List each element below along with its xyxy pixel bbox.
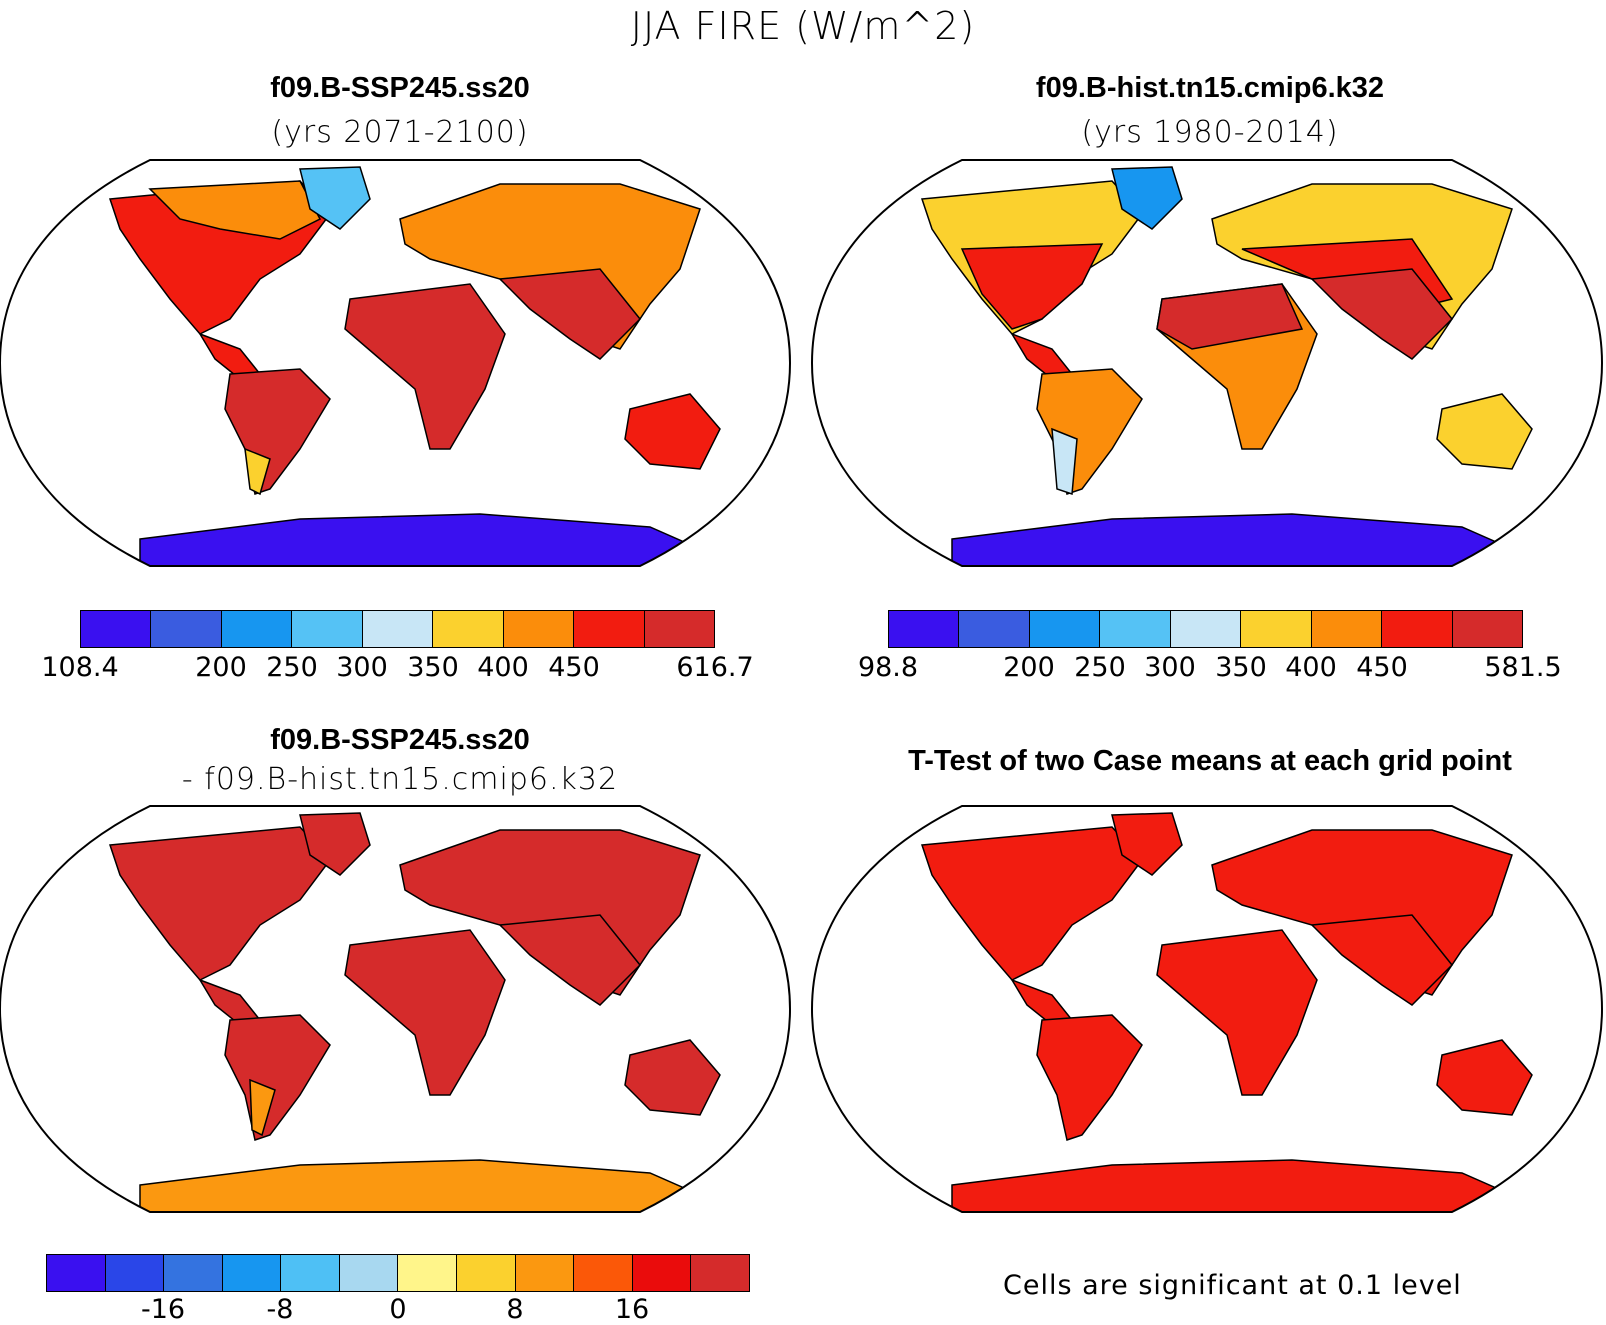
map-br	[810, 805, 1604, 1213]
cbar-cell	[1100, 611, 1171, 647]
land-us	[960, 243, 1104, 330]
cbar-cell	[222, 1255, 282, 1291]
land-greenland	[1111, 812, 1183, 876]
cbar-cell	[515, 1255, 575, 1291]
panel-tr-subtitle: (yrs 1980-2014)	[1081, 115, 1339, 150]
cbar-tl-tick: 250	[266, 652, 318, 683]
figure-title: JJA FIRE (W/m^2)	[630, 4, 976, 48]
cbar-cell	[105, 1255, 165, 1291]
panel-bl-subtitle: - f09.B-hist.tn15.cmip6.k32	[181, 762, 619, 797]
cbar-cell	[574, 611, 645, 647]
cbar-tl-tick: 350	[407, 652, 459, 683]
cbar-cell	[398, 1255, 458, 1291]
cbar-tr-tick: 300	[1144, 652, 1196, 683]
colorbar-tl	[80, 610, 715, 648]
cbar-bl-tick: 8	[506, 1294, 524, 1325]
cbar-cell	[457, 1255, 516, 1291]
land-south-america	[1036, 1014, 1143, 1141]
cbar-cell	[1311, 611, 1383, 647]
panel-bl-title: f09.B-SSP245.ss20	[270, 724, 530, 756]
cbar-cell	[221, 611, 293, 647]
map-tr	[810, 159, 1604, 567]
cbar-cell	[164, 1255, 223, 1291]
cbar-cell	[959, 611, 1030, 647]
cbar-cell	[281, 1255, 340, 1291]
colorbar-tr	[888, 610, 1523, 648]
land-south-asia	[1310, 268, 1454, 360]
land-south-america-south	[249, 1078, 276, 1137]
land-greenland	[299, 166, 371, 230]
cbar-cell	[632, 1255, 692, 1291]
cbar-tr-tick: 400	[1285, 652, 1337, 683]
cbar-cell	[1029, 611, 1101, 647]
cbar-cell	[691, 1255, 749, 1291]
land-south-america-south	[1051, 427, 1078, 496]
panel-tl-title: f09.B-SSP245.ss20	[270, 72, 530, 104]
cbar-cell	[339, 1255, 399, 1291]
cbar-cell	[889, 611, 960, 647]
cbar-cell	[433, 611, 504, 647]
cbar-bl-tick: -8	[266, 1294, 294, 1325]
cbar-tl-tick: 616.7	[676, 652, 754, 683]
significance-note: Cells are significant at 0.1 level	[1003, 1270, 1462, 1301]
land-africa	[344, 283, 506, 450]
land-south-asia	[498, 268, 642, 360]
land-antarctica	[951, 1159, 1513, 1212]
cbar-tl-tick: 450	[548, 652, 600, 683]
panel-tr-title: f09.B-hist.tn15.cmip6.k32	[1035, 72, 1385, 104]
cbar-tr-tick: 450	[1356, 652, 1408, 683]
cbar-cell	[574, 1255, 633, 1291]
cbar-bl-tick: 16	[614, 1294, 650, 1325]
land-greenland	[1111, 166, 1183, 230]
cbar-tr-tick: 98.8	[857, 652, 919, 683]
cbar-tl-tick: 108.4	[41, 652, 119, 683]
cbar-tl-tick: 200	[195, 652, 247, 683]
land-australia	[624, 393, 721, 470]
land-antarctica	[951, 513, 1513, 566]
cbar-cell	[1452, 611, 1522, 647]
land-australia	[1436, 1039, 1533, 1116]
map-tl	[0, 159, 792, 567]
panel-br-title: T-Test of two Case means at each grid po…	[908, 745, 1512, 777]
land-south-america-south	[244, 447, 271, 496]
land-africa	[1156, 929, 1318, 1096]
panel-tl-subtitle: (yrs 2071-2100)	[271, 115, 529, 150]
land-greenland	[299, 812, 371, 876]
cbar-cell	[47, 1255, 106, 1291]
cbar-tr-tick: 350	[1215, 652, 1267, 683]
land-antarctica	[139, 1159, 701, 1212]
cbar-cell	[1170, 611, 1242, 647]
cbar-cell	[362, 611, 434, 647]
cbar-bl-tick: -16	[140, 1294, 186, 1325]
cbar-tr-tick: 200	[1003, 652, 1055, 683]
map-bl	[0, 805, 792, 1213]
land-australia	[1436, 393, 1533, 470]
cbar-cell	[1241, 611, 1312, 647]
land-alaska-canada	[148, 180, 322, 240]
cbar-cell	[151, 611, 222, 647]
land-africa	[344, 929, 506, 1096]
cbar-tl-tick: 400	[477, 652, 529, 683]
colorbar-bl	[46, 1254, 750, 1292]
cbar-tr-tick: 581.5	[1484, 652, 1562, 683]
land-south-asia	[1310, 914, 1454, 1006]
cbar-bl-tick: 0	[389, 1294, 407, 1325]
cbar-tl-tick: 300	[336, 652, 388, 683]
land-australia	[624, 1039, 721, 1116]
cbar-cell	[81, 611, 152, 647]
cbar-cell	[292, 611, 363, 647]
land-antarctica	[139, 513, 701, 566]
cbar-cell	[644, 611, 714, 647]
cbar-tr-tick: 250	[1074, 652, 1126, 683]
land-sahara	[1156, 283, 1304, 350]
land-south-asia	[498, 914, 642, 1006]
cbar-cell	[1382, 611, 1453, 647]
cbar-cell	[503, 611, 575, 647]
